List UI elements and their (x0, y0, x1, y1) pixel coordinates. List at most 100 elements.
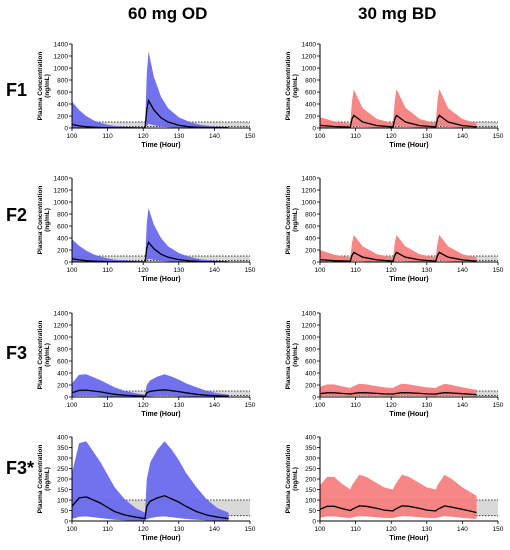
y-tick-label: 400 (305, 102, 316, 109)
y-tick-label: 1200 (302, 323, 317, 330)
y-tick-label: 400 (57, 236, 68, 243)
y-axis-label-unit: (ng/mL) (292, 343, 299, 367)
y-tick-label: 600 (305, 224, 316, 231)
x-axis-label: Time (Hour) (141, 276, 180, 283)
y-tick-label: 800 (305, 347, 316, 354)
y-tick-label: 1200 (54, 323, 69, 330)
y-tick-label: 0 (64, 395, 68, 402)
median-line (319, 392, 477, 396)
x-tick-label: 150 (245, 526, 256, 533)
panel-f3-30-mg-bd: 0 200 400 600 800 1000 1200 1400 100 110 120 130 140… (285, 311, 504, 419)
median-line (319, 114, 477, 128)
y-tick-label: 800 (57, 212, 68, 219)
x-tick-label: 140 (209, 526, 220, 533)
y-axis-label: Plasma Concentration (285, 445, 292, 514)
y-tick-label: 1400 (54, 176, 69, 183)
y-tick-label: 1000 (54, 200, 69, 207)
panel-f2-60-mg-od: 0 200 400 600 800 1000 1200 1400 100 110 120 130 140… (37, 176, 256, 284)
y-axis-label: Plasma Concentration (285, 52, 292, 121)
y-tick-label: 400 (305, 371, 316, 378)
x-tick-label: 100 (315, 267, 326, 274)
x-tick-label: 130 (421, 402, 432, 409)
y-tick-label: 600 (57, 90, 68, 97)
y-tick-label: 1400 (54, 311, 69, 318)
y-tick-label: 400 (57, 371, 68, 378)
x-tick-label: 100 (67, 402, 78, 409)
x-tick-label: 120 (386, 133, 397, 140)
x-tick-label: 140 (209, 133, 220, 140)
x-tick-label: 110 (350, 526, 361, 533)
x-tick-label: 120 (138, 402, 149, 409)
y-axis-label-unit: (ng/mL) (292, 74, 299, 98)
y-tick-label: 1400 (302, 176, 317, 183)
x-tick-label: 120 (138, 133, 149, 140)
y-tick-label: 1000 (302, 66, 317, 73)
x-axis-label: Time (Hour) (389, 411, 428, 418)
y-tick-label: 800 (57, 78, 68, 85)
x-tick-label: 100 (315, 133, 326, 140)
x-tick-label: 100 (67, 133, 78, 140)
x-tick-label: 110 (102, 526, 113, 533)
x-tick-label: 130 (421, 133, 432, 140)
y-axis-label-unit: (ng/mL) (44, 343, 51, 367)
median-line (319, 251, 477, 262)
panel-f3-star-30-mg-bd: 0 50 100 150 200 250 300 350 400 100 110 120 130 140 1… (285, 435, 504, 543)
x-axis-label: Time (Hour) (389, 276, 428, 283)
y-tick-label: 200 (57, 383, 68, 390)
x-tick-label: 140 (457, 402, 468, 409)
y-tick-label: 600 (57, 224, 68, 231)
x-tick-label: 130 (421, 267, 432, 274)
y-tick-label: 150 (305, 487, 316, 494)
y-tick-label: 100 (305, 498, 316, 505)
y-axis-label-unit: (ng/mL) (292, 208, 299, 232)
y-axis-label: Plasma Concentration (37, 186, 44, 255)
median-line (71, 389, 229, 397)
y-tick-label: 350 (305, 445, 316, 452)
prediction-interval-area (72, 208, 229, 262)
y-tick-label: 1000 (54, 335, 69, 342)
x-tick-label: 120 (386, 402, 397, 409)
x-tick-label: 130 (421, 526, 432, 533)
y-tick-label: 250 (57, 466, 68, 473)
y-axis-label: Plasma Concentration (37, 52, 44, 121)
prediction-interval-area (72, 51, 229, 129)
y-axis-label: Plasma Concentration (37, 321, 44, 390)
row-label-f3: F3 (6, 343, 28, 363)
y-tick-label: 300 (57, 456, 68, 463)
y-tick-label: 1200 (302, 188, 317, 195)
x-tick-label: 110 (350, 267, 361, 274)
y-tick-label: 100 (57, 498, 68, 505)
y-tick-label: 0 (64, 519, 68, 526)
y-axis-label-unit: (ng/mL) (44, 467, 51, 491)
row-label-f3-star: F3* (6, 458, 35, 478)
y-tick-label: 1200 (302, 54, 317, 61)
y-tick-label: 150 (57, 487, 68, 494)
y-tick-label: 600 (305, 90, 316, 97)
x-tick-label: 150 (493, 267, 504, 274)
x-tick-label: 110 (102, 267, 113, 274)
median-line (71, 98, 229, 129)
y-tick-label: 1000 (302, 335, 317, 342)
x-tick-label: 110 (350, 402, 361, 409)
y-tick-label: 300 (305, 456, 316, 463)
y-tick-label: 800 (305, 78, 316, 85)
x-tick-label: 110 (102, 133, 113, 140)
y-tick-label: 200 (305, 383, 316, 390)
median-line (319, 505, 477, 514)
y-tick-label: 200 (305, 248, 316, 255)
y-tick-label: 350 (57, 445, 68, 452)
column-title-60mg-od: 60 mg OD (128, 4, 208, 23)
x-tick-label: 150 (245, 402, 256, 409)
x-tick-label: 150 (493, 526, 504, 533)
x-tick-label: 130 (173, 402, 184, 409)
x-axis-label: Time (Hour) (389, 535, 428, 542)
x-tick-label: 140 (457, 133, 468, 140)
y-tick-label: 0 (312, 126, 316, 133)
y-tick-label: 200 (305, 477, 316, 484)
y-axis-label-unit: (ng/mL) (44, 208, 51, 232)
x-tick-label: 140 (209, 267, 220, 274)
x-tick-label: 140 (457, 267, 468, 274)
x-tick-label: 100 (315, 526, 326, 533)
y-tick-label: 1400 (302, 42, 317, 49)
